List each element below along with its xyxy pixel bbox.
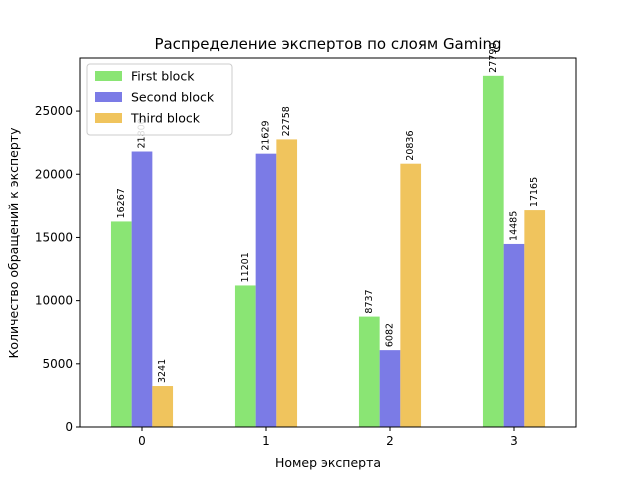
axes-frame: [79, 57, 577, 428]
bar-s1-c0: [131, 151, 153, 427]
bar-s2-c1: [276, 139, 298, 427]
data-label-s2-c1: 22758: [281, 106, 292, 136]
legend-swatch-0: [95, 71, 122, 81]
data-label-s2-c3: 17165: [529, 177, 540, 207]
data-label-s0-c1: 11201: [240, 252, 251, 282]
bar-s2-c2: [400, 163, 422, 427]
data-label-s0-c2: 8737: [364, 289, 375, 313]
data-label-s2-c0: 3241: [157, 359, 168, 383]
x-tick-label-0: 0: [138, 434, 146, 448]
data-label-s1-c3: 14485: [509, 211, 520, 241]
bar-s2-c0: [152, 386, 174, 427]
legend-frame: [86, 63, 233, 136]
y-tick-label-0: 0: [65, 420, 73, 434]
x-axis-label: Номер эксперта: [275, 455, 381, 470]
bar-s0-c2: [358, 316, 380, 427]
bar-s0-c1: [234, 285, 256, 427]
legend-label-2: Third block: [130, 111, 201, 126]
x-tick-label-2: 2: [386, 434, 394, 448]
x-tick-label-1: 1: [262, 434, 270, 448]
y-axis-label: Количество обращений к эксперту: [6, 127, 21, 359]
bar-s1-c1: [255, 153, 277, 428]
y-tick-label-1: 5000: [42, 357, 73, 371]
y-tick-label-5: 25000: [35, 104, 73, 118]
y-tick-label-4: 20000: [35, 167, 73, 181]
data-label-s0-c0: 16267: [116, 188, 127, 218]
legend-swatch-1: [95, 92, 122, 102]
y-tick-label-2: 10000: [35, 294, 73, 308]
data-label-s2-c2: 20836: [405, 130, 416, 160]
bar-s1-c3: [503, 243, 525, 427]
plot-area: 1626711201873727790218002162960821448532…: [35, 43, 577, 448]
legend-label-1: Second block: [131, 90, 215, 105]
y-tick-label-3: 15000: [35, 230, 73, 244]
legend: First block Second block Third block: [86, 63, 233, 136]
legend-swatch-2: [95, 113, 122, 123]
chart-title: Распределение экспертов по слоям Gaming: [154, 35, 501, 53]
data-label-s1-c2: 6082: [385, 323, 396, 347]
x-tick-label-3: 3: [510, 434, 518, 448]
bar-s0-c0: [110, 221, 132, 427]
data-label-s1-c1: 21629: [261, 120, 272, 150]
legend-label-0: First block: [131, 69, 195, 84]
bar-s2-c3: [524, 210, 546, 427]
bar-s0-c3: [482, 75, 504, 427]
bar-s1-c2: [379, 350, 401, 427]
